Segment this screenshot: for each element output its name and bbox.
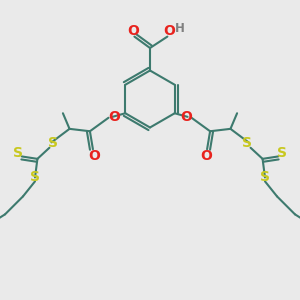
Text: S: S <box>13 146 23 161</box>
Text: O: O <box>108 110 120 124</box>
Text: S: S <box>48 136 58 150</box>
Text: S: S <box>30 170 40 184</box>
Text: S: S <box>242 136 252 150</box>
Text: O: O <box>88 149 100 163</box>
Text: O: O <box>163 24 175 38</box>
Text: O: O <box>180 110 192 124</box>
Text: H: H <box>175 22 185 35</box>
Text: O: O <box>200 149 212 163</box>
Text: S: S <box>277 146 287 161</box>
Text: S: S <box>260 170 270 184</box>
Text: O: O <box>127 24 139 38</box>
